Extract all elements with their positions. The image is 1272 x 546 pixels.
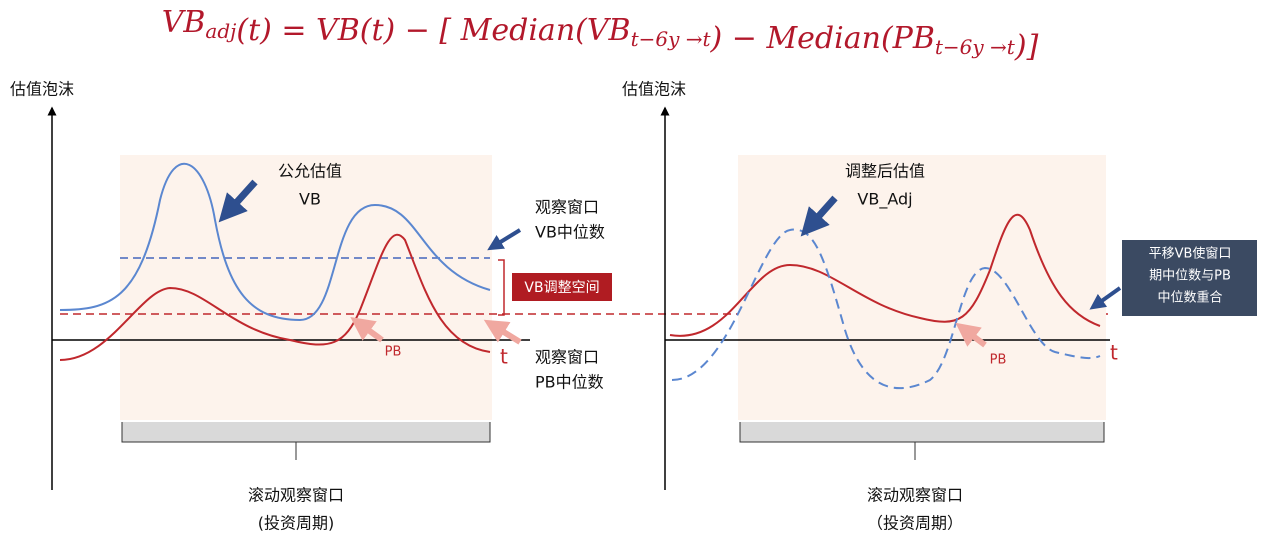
left-panel: 估值泡沫 公允估值 VB 观察窗口 VB中位数 VB调整空间 PB t 观察窗口…: [10, 80, 1108, 533]
y-axis-label: 估值泡沫: [622, 80, 686, 99]
note-line: 平移VB使窗口: [1149, 246, 1232, 262]
formula-subscript: adj: [205, 19, 236, 43]
vb-curve: [59, 162, 491, 322]
pb-curve: [669, 213, 1101, 337]
formula-text: VB: [162, 5, 206, 40]
right-panel: 估值泡沫 调整后估值 VB_Adj 平移VB使窗口 期中位数与PB 中位数重合 …: [622, 80, 1257, 533]
vb-median-label: 观察窗口: [535, 198, 599, 217]
window-label: （投资周期）: [867, 514, 963, 533]
pb-median-label: PB中位数: [535, 373, 604, 392]
formula-text: )]: [1014, 29, 1039, 64]
window-shade: [120, 155, 492, 420]
adjust-brace: [498, 259, 505, 316]
vb-title: 调整后估值: [845, 162, 925, 181]
vb-arrow: [218, 179, 258, 223]
adjust-label: VB调整空间: [524, 280, 599, 296]
pb-arrow: [955, 322, 987, 348]
formula-subscript: t−6y →t: [631, 27, 712, 51]
adjust-box: [512, 273, 612, 301]
pb-label: PB: [385, 345, 402, 360]
vb-median-arrow: [487, 228, 522, 251]
vb-adj-curve: [671, 228, 1101, 390]
vb-median-label: VB中位数: [535, 223, 605, 242]
y-axis-label: 估值泡沫: [10, 80, 74, 99]
t-label: t: [1110, 341, 1118, 365]
note-line: 中位数重合: [1157, 290, 1222, 306]
window-label: 滚动观察窗口: [867, 486, 963, 505]
vb-label: VB_Adj: [857, 190, 912, 210]
window-bracket: [121, 422, 491, 443]
formula-text: ) − Median(PB: [710, 21, 935, 56]
vb-adj-arrow: [800, 195, 838, 237]
note-arrow: [1089, 286, 1122, 310]
vb-title: 公允估值: [278, 162, 342, 181]
pb-median-arrow: [483, 319, 522, 345]
pb-curve: [59, 233, 491, 361]
window-shade: [738, 155, 1106, 420]
formula: VBadj(t) = VB(t) − [ Median(VBt−6y →t) −…: [162, 5, 1039, 64]
note-box: [1122, 240, 1257, 316]
window-bracket: [739, 422, 1105, 443]
formula-subscript: t−6y →t: [935, 35, 1016, 59]
window-label: 滚动观察窗口: [248, 486, 344, 505]
window-label: (投资周期): [258, 514, 335, 533]
note-line: 期中位数与PB: [1149, 269, 1231, 284]
pb-label: PB: [990, 353, 1007, 368]
pb-arrow: [350, 316, 384, 343]
pb-median-label: 观察窗口: [535, 348, 599, 367]
t-label: t: [500, 345, 508, 369]
formula-text: (t) = VB(t) − [ Median(VB: [236, 13, 630, 48]
vb-label: VB: [299, 190, 321, 209]
